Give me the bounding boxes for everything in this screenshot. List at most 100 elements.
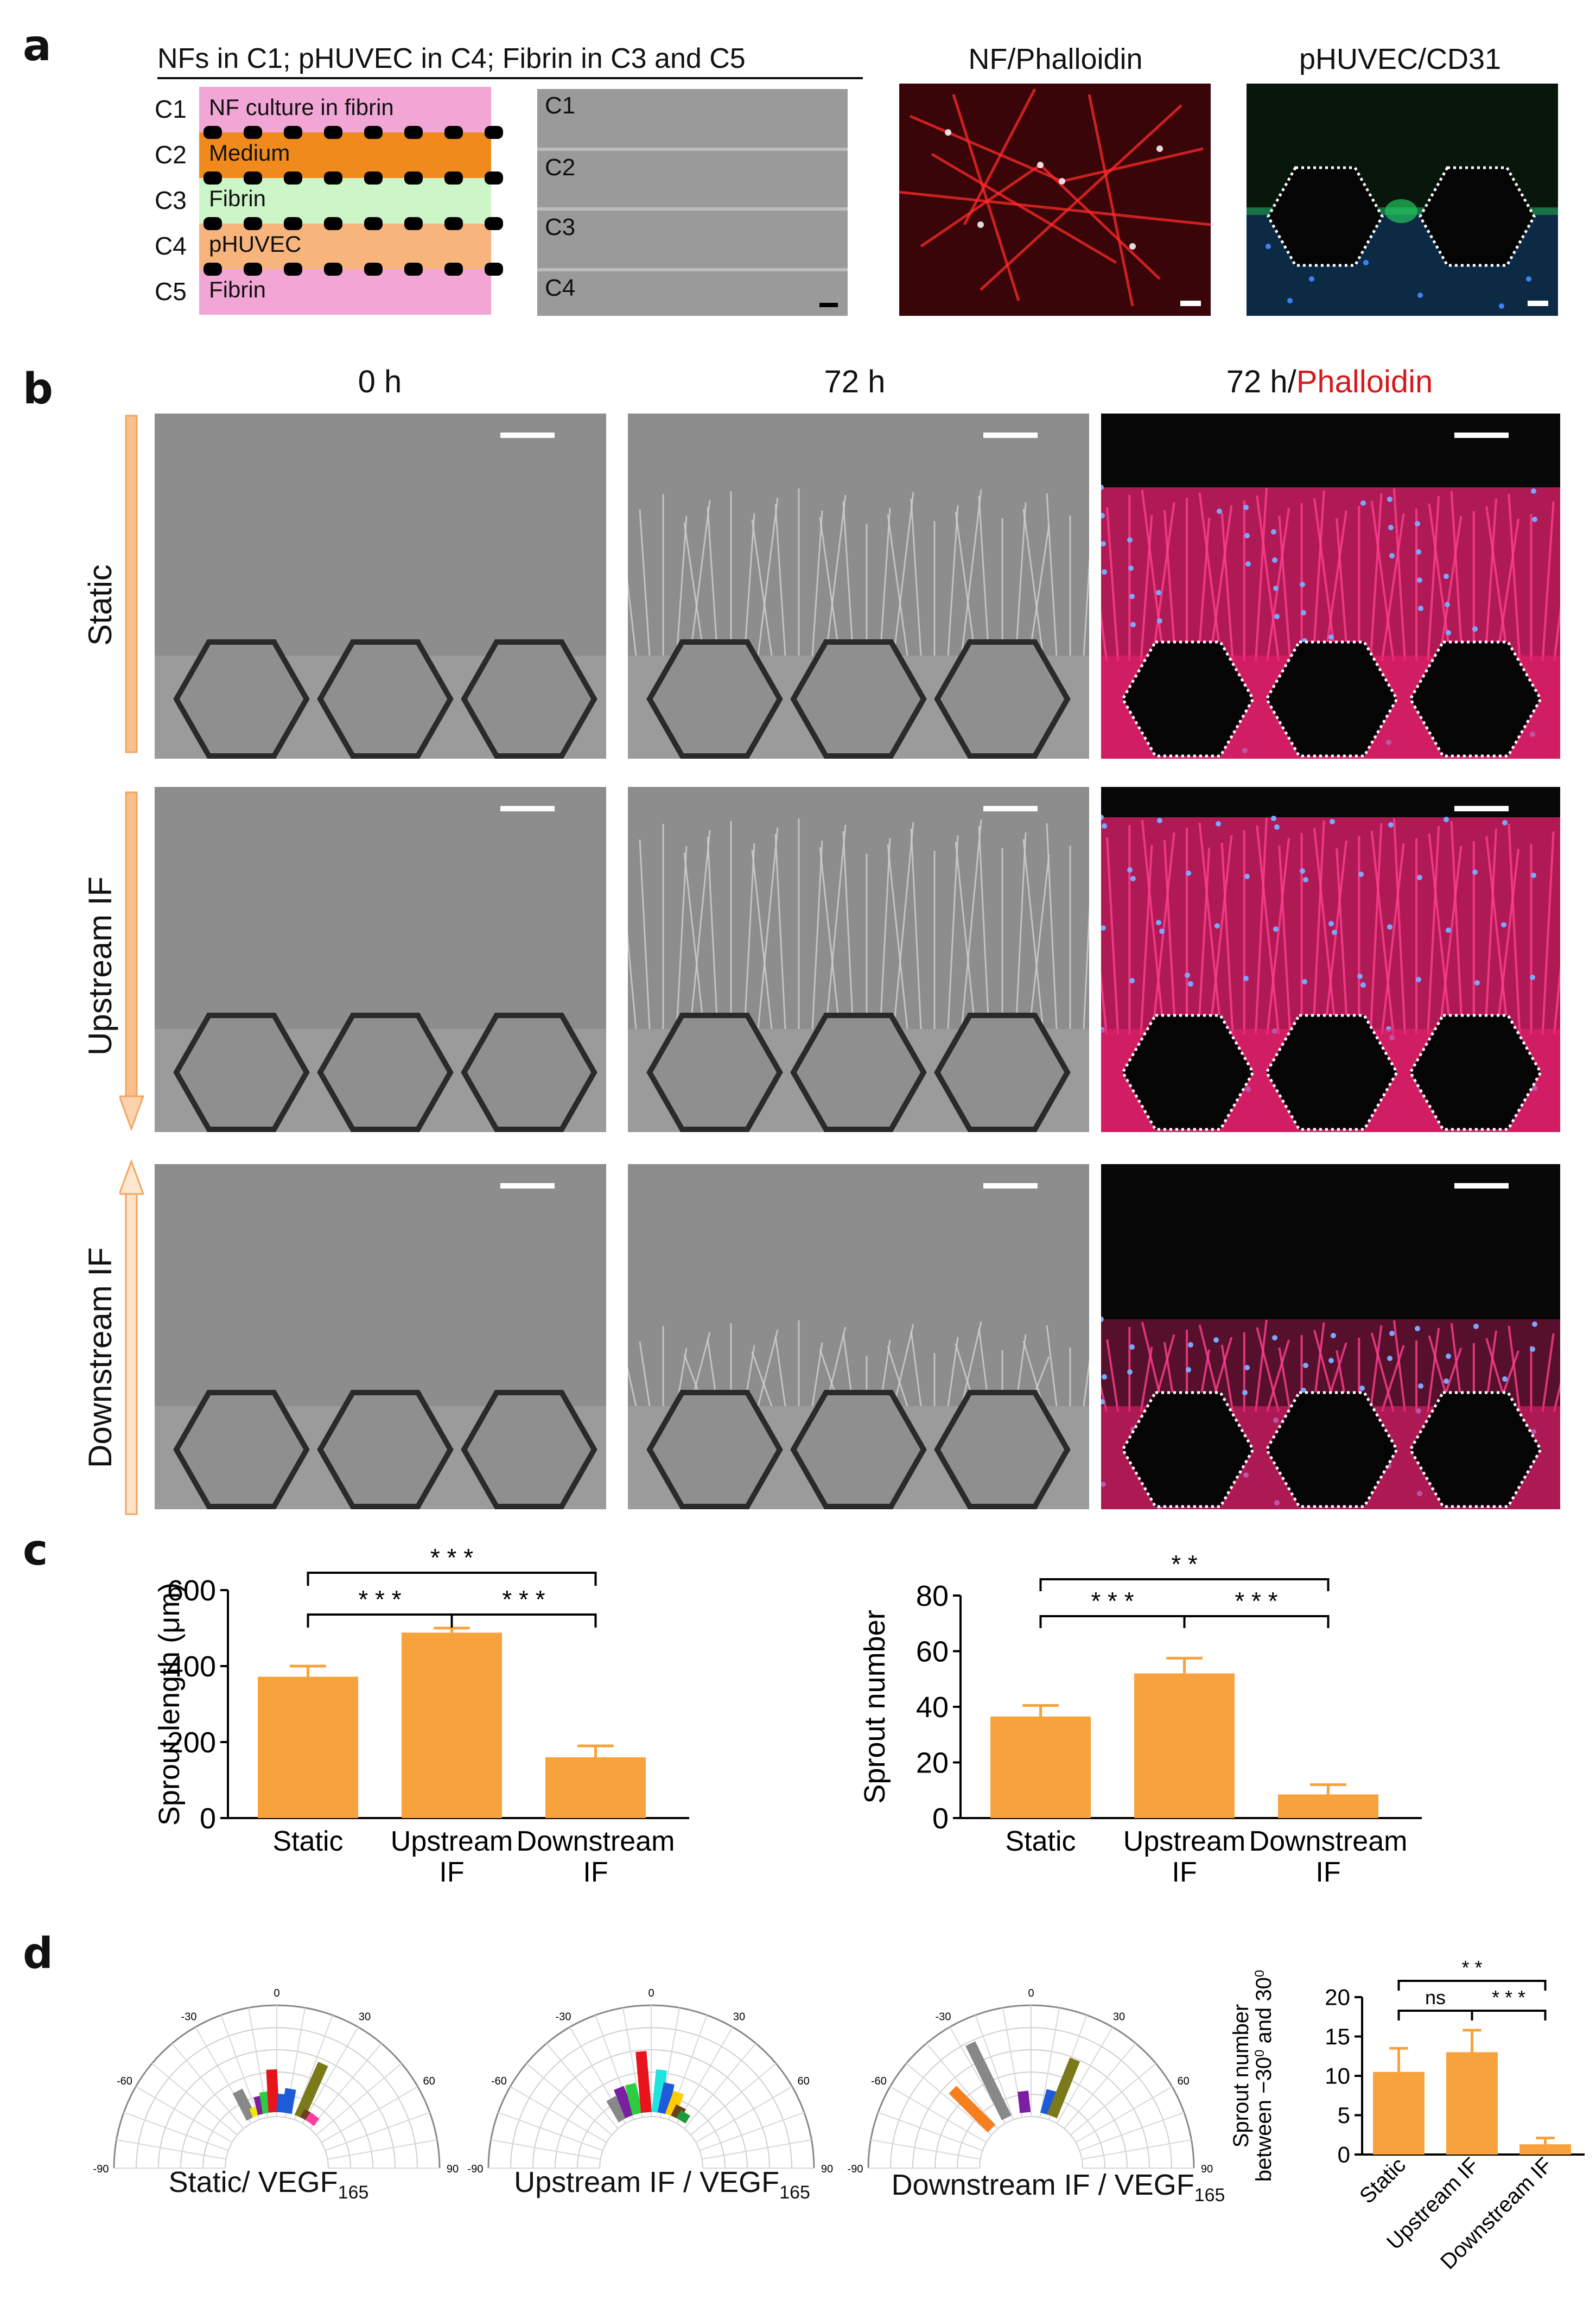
bar-upstream-if xyxy=(402,1632,502,1818)
sprout xyxy=(961,1321,982,1407)
nucleus xyxy=(1415,1326,1420,1331)
nucleus xyxy=(1531,488,1536,494)
post-marker xyxy=(324,263,342,276)
significance-label: * * * xyxy=(1492,1986,1525,2009)
polar-tick-label: -60 xyxy=(117,2075,132,2087)
polar-spoke xyxy=(546,2043,619,2129)
significance-label: ns xyxy=(1425,1986,1446,2009)
y-axis-label-part: Sprout length (μm) xyxy=(153,1583,186,1826)
polar-bar xyxy=(635,2051,652,2113)
post-marker xyxy=(284,263,302,276)
sprout xyxy=(1496,518,1520,662)
sprout xyxy=(1022,509,1044,656)
nucleus xyxy=(1357,974,1363,979)
sprout xyxy=(1163,510,1177,662)
channel-schematic: C1 NF culture in fibrin C2 Medium C3 Fibrin C4… xyxy=(155,87,503,315)
sprout xyxy=(1278,1347,1292,1412)
polar-spoke xyxy=(1039,2007,1060,2118)
sprout xyxy=(1046,823,1058,1030)
sprout xyxy=(628,1366,637,1407)
polar-grid-ring xyxy=(599,2116,703,2169)
nucleus xyxy=(1532,1321,1537,1327)
y-axis-label-part: and 30 xyxy=(1252,1977,1276,2049)
polar-bar xyxy=(676,2110,691,2124)
sprout xyxy=(955,841,976,1030)
micrograph-downstream-72h xyxy=(628,1164,1089,1509)
post-marker xyxy=(364,263,383,276)
row-label-downstream: Downstream IF xyxy=(82,1247,118,1468)
scale-bar xyxy=(983,806,1038,811)
nucleus xyxy=(1130,876,1136,881)
y-axis-label: between −300 and 300 xyxy=(1252,1970,1276,2182)
nucleus xyxy=(1271,816,1276,821)
channel-id: C1 xyxy=(155,95,187,123)
x-tick-label: Static xyxy=(1355,2153,1410,2208)
polar-tick-label: -90 xyxy=(93,2163,109,2175)
micrograph-upstream-0h xyxy=(155,787,606,1132)
nucleus xyxy=(1301,1388,1306,1393)
polar-spoke xyxy=(1064,2043,1136,2129)
nucleus xyxy=(1301,610,1306,615)
scale-bar xyxy=(500,806,555,811)
nucleus xyxy=(1242,1390,1248,1395)
x-tick-label: Upstream xyxy=(1123,1826,1245,1857)
nucleus xyxy=(1274,824,1280,830)
nucleus xyxy=(1389,1331,1395,1336)
post-marker xyxy=(204,263,222,276)
sprout xyxy=(743,843,755,1030)
sprout xyxy=(910,828,922,1030)
y-tick-label: 60 xyxy=(916,1635,949,1668)
sprout xyxy=(1336,518,1349,662)
x-tick-label: IF xyxy=(583,1857,608,1888)
post-marker xyxy=(404,263,423,276)
polar-tick-label: 0 xyxy=(648,1987,654,1999)
post-outline xyxy=(1121,640,1255,758)
post-outline xyxy=(1409,1014,1542,1131)
polar-tick-label: -90 xyxy=(848,2163,863,2175)
post-marker xyxy=(244,126,262,139)
sprout xyxy=(639,1341,651,1407)
sprout xyxy=(751,519,773,656)
sprout xyxy=(842,831,854,1030)
polar-spoke xyxy=(171,2043,244,2129)
sprout xyxy=(1336,848,1349,1035)
significance-bracket xyxy=(1397,1980,1547,1991)
nucleus xyxy=(1101,815,1104,820)
significance-label: * * * xyxy=(1091,1587,1134,1615)
post-marker xyxy=(284,217,302,230)
post-outline xyxy=(934,1390,1071,1509)
nucleus xyxy=(1101,513,1105,518)
polar-spoke xyxy=(889,2086,987,2143)
nucleus xyxy=(1128,565,1134,571)
post-marker xyxy=(364,217,383,230)
significance-bracket xyxy=(1039,1578,1330,1591)
nucleus xyxy=(1159,929,1165,934)
polar-spoke xyxy=(1082,2139,1192,2160)
nucleus xyxy=(1127,867,1133,873)
nucleus xyxy=(1502,820,1508,825)
x-tick-label: Upstream xyxy=(391,1826,513,1857)
sprout xyxy=(639,509,651,656)
polar-spoke xyxy=(220,2015,260,2120)
y-tick-label: 0 xyxy=(200,1802,216,1835)
sprout xyxy=(1438,846,1463,1035)
title-underline xyxy=(157,77,863,79)
nf-phalloidin-label: NF/Phalloidin xyxy=(968,43,1143,75)
bar-static xyxy=(990,1716,1091,1818)
post-marker xyxy=(485,126,503,139)
channel-id: C4 xyxy=(155,232,187,260)
sprout xyxy=(1266,507,1290,662)
y-tick-label: 40 xyxy=(916,1691,949,1724)
y-axis-label-part: 0 xyxy=(1252,1970,1267,1977)
polar-bar xyxy=(651,2069,667,2113)
polar-grid-ring xyxy=(225,2116,329,2169)
row-label-static: Static xyxy=(82,564,118,646)
micrograph-drawing xyxy=(628,1320,1089,1509)
channel-content-label: pHUVEC xyxy=(209,231,302,257)
polar-spoke xyxy=(316,2063,402,2136)
bar-upstream-if xyxy=(1446,2052,1498,2155)
nucleus xyxy=(1358,872,1364,877)
polar-plot-downstream: -90 -60 -30 0 30 60 90 xyxy=(848,1987,1213,2175)
nucleus xyxy=(1445,602,1450,607)
